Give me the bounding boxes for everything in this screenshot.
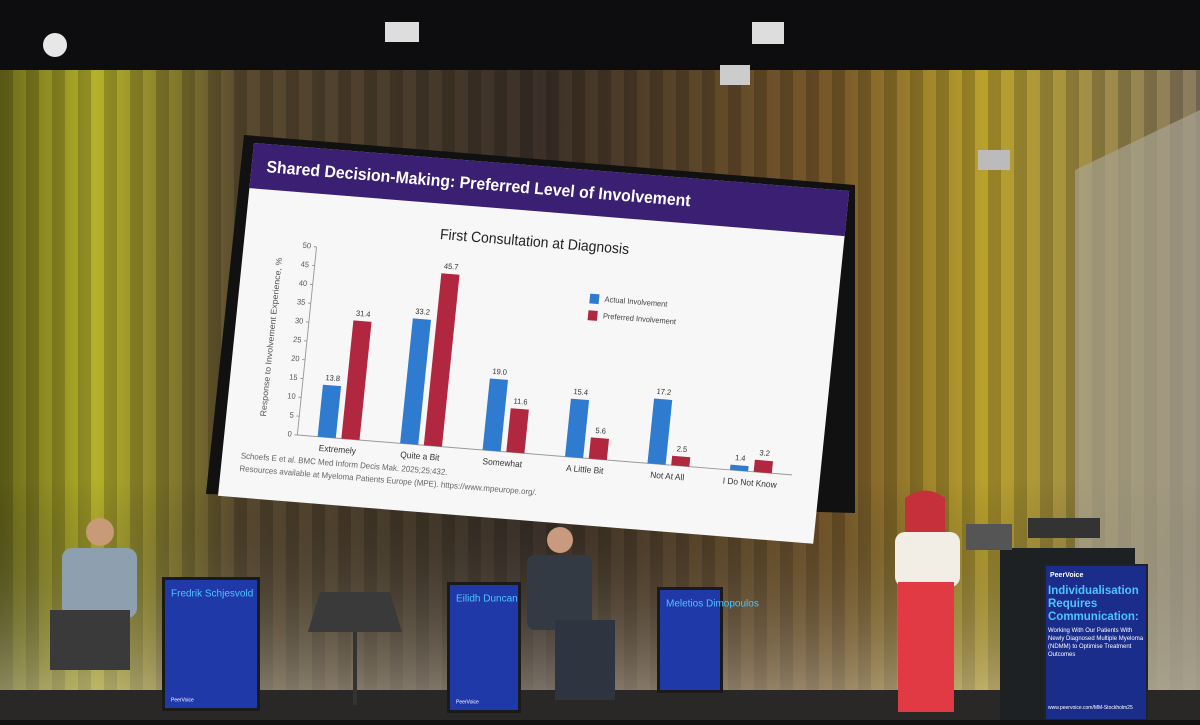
bar-value-label: 3.2: [759, 448, 770, 458]
bar-value-label: 5.6: [595, 426, 606, 436]
y-tick-label: 30: [295, 316, 304, 326]
person-body: [62, 548, 137, 618]
light: [720, 65, 750, 85]
y-tick-label: 45: [300, 259, 309, 269]
lectern-url: www.peervoice.com/MM-Stockholm25: [1048, 705, 1144, 711]
sign-brand: PeerVoice: [456, 699, 479, 705]
person-legs: [898, 582, 954, 712]
slide: Shared Decision-Making: Preferred Level …: [218, 143, 849, 544]
y-tick-label: 50: [302, 241, 311, 251]
light: [385, 22, 419, 42]
name-signs: Fredrik Schjesvold PeerVoice Eilidh Duncan…: [162, 577, 759, 713]
lectern-text: Individualisation Requires Communication…: [1048, 585, 1144, 715]
person-hair: [905, 491, 945, 539]
bar-value-label: 15.4: [573, 387, 589, 397]
bar-value-label: 11.6: [513, 396, 528, 406]
bar-value-label: 31.4: [356, 309, 372, 319]
y-tick-label: 40: [298, 278, 307, 288]
y-tick-label: 15: [289, 372, 298, 382]
bar: [671, 456, 690, 467]
y-tick-label: 25: [293, 335, 302, 345]
lectern-subtitle: Working With Our Patients With Newly Dia…: [1048, 627, 1144, 659]
bar-value-label: 45.7: [443, 261, 458, 271]
y-tick-label: 10: [287, 391, 296, 401]
bar-value-label: 17.2: [656, 387, 671, 397]
bar-value-label: 33.2: [415, 307, 430, 317]
lectern-brand: PeerVoice: [1050, 572, 1083, 579]
sign-name: Meletios Dimopoulos: [666, 599, 759, 610]
y-tick-label: 35: [297, 297, 306, 307]
bar-value-label: 19.0: [492, 367, 507, 377]
person-legs: [555, 620, 615, 700]
person-legs: [50, 610, 130, 670]
legend-swatch: [589, 294, 599, 305]
y-tick-label: 20: [291, 354, 300, 364]
bar-value-label: 13.8: [325, 373, 340, 383]
person-head: [547, 527, 573, 553]
light: [43, 33, 67, 57]
chair: [308, 592, 402, 632]
bar-value-label: 1.4: [735, 453, 747, 463]
person-head: [86, 518, 114, 546]
sign-name: Fredrik Schjesvold: [171, 589, 253, 600]
person-body: [895, 532, 960, 587]
sign-name: Eilidh Duncan: [456, 594, 518, 605]
bar: [754, 460, 773, 474]
person-body: [527, 555, 592, 630]
sign-brand: PeerVoice: [171, 697, 194, 703]
bar: [589, 437, 609, 460]
light: [752, 22, 784, 44]
legend-swatch: [588, 310, 598, 321]
light: [978, 150, 1010, 170]
tablet: [966, 524, 1012, 550]
monitor: [1028, 518, 1100, 538]
bar-value-label: 2.5: [676, 444, 687, 454]
lectern-title: Individualisation Requires Communication…: [1048, 585, 1144, 624]
